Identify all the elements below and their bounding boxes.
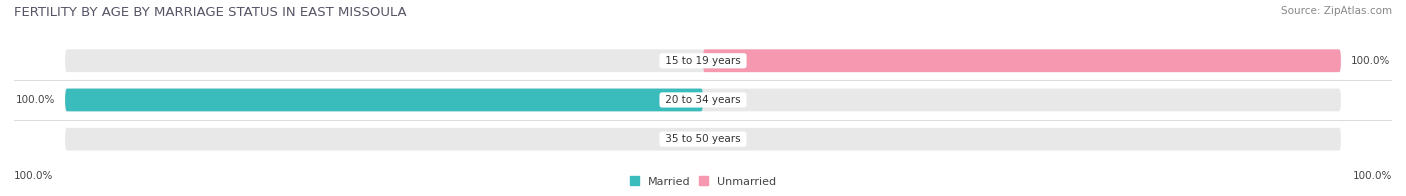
Text: 0.0%: 0.0%: [668, 56, 693, 66]
Text: 100.0%: 100.0%: [15, 95, 55, 105]
Text: 100.0%: 100.0%: [1353, 171, 1392, 181]
Legend: Married, Unmarried: Married, Unmarried: [630, 176, 776, 187]
Text: 35 to 50 years: 35 to 50 years: [662, 134, 744, 144]
Text: FERTILITY BY AGE BY MARRIAGE STATUS IN EAST MISSOULA: FERTILITY BY AGE BY MARRIAGE STATUS IN E…: [14, 6, 406, 19]
Text: 0.0%: 0.0%: [713, 134, 738, 144]
Text: Source: ZipAtlas.com: Source: ZipAtlas.com: [1281, 6, 1392, 16]
Text: 15 to 19 years: 15 to 19 years: [662, 56, 744, 66]
Text: 100.0%: 100.0%: [14, 171, 53, 181]
Text: 20 to 34 years: 20 to 34 years: [662, 95, 744, 105]
FancyBboxPatch shape: [65, 49, 1341, 72]
FancyBboxPatch shape: [65, 128, 1341, 151]
FancyBboxPatch shape: [703, 49, 1341, 72]
FancyBboxPatch shape: [65, 89, 1341, 111]
Text: 0.0%: 0.0%: [668, 134, 693, 144]
Text: 100.0%: 100.0%: [1351, 56, 1391, 66]
FancyBboxPatch shape: [65, 89, 703, 111]
Text: 0.0%: 0.0%: [713, 95, 738, 105]
